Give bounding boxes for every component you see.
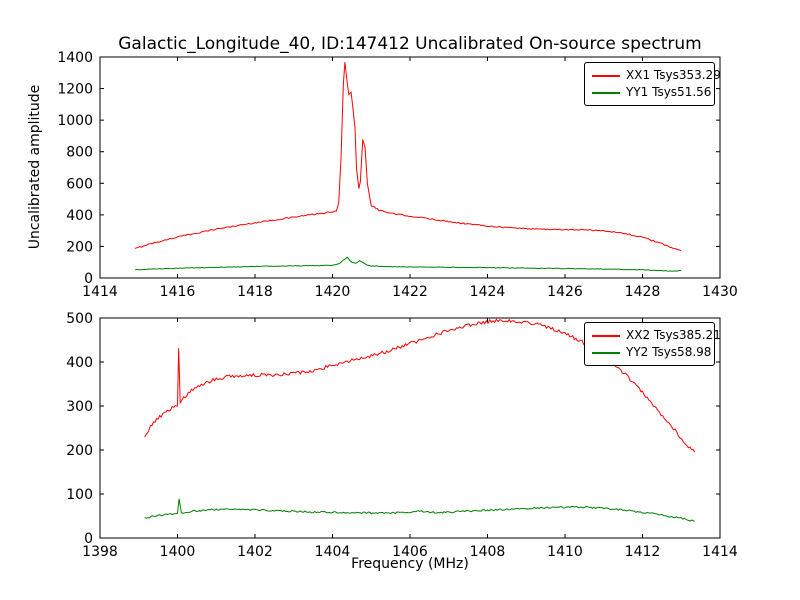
- y-tick-label: 500: [66, 311, 93, 327]
- y-tick-label: 300: [66, 399, 93, 415]
- figure-title: Galactic_Longitude_40, ID:147412 Uncalib…: [118, 34, 702, 54]
- y-tick-label: 600: [66, 176, 93, 192]
- y-tick-label: 100: [66, 487, 93, 503]
- legend-bottom: XX2 Tsys385.21 YY2 Tsys58.98: [584, 322, 721, 366]
- y-tick-label: 1200: [57, 82, 93, 98]
- x-tick-label: 1418: [237, 284, 273, 300]
- y-tick-label: 0: [84, 271, 93, 287]
- x-tick-label: 1424: [470, 284, 506, 300]
- legend-label: XX2 Tsys385.21: [626, 328, 721, 342]
- x-tick-label: 1416: [160, 284, 196, 300]
- legend-line-sample: [592, 351, 620, 354]
- x-tick-label: 1414: [702, 544, 738, 560]
- x-tick-label: 1404: [315, 544, 351, 560]
- legend-label: YY1 Tsys51.56: [626, 85, 712, 99]
- x-axis-label: Frequency (MHz): [351, 556, 469, 572]
- x-tick-label: 1426: [547, 284, 583, 300]
- x-tick-label: 1408: [470, 544, 506, 560]
- x-tick-label: 1414: [82, 284, 118, 300]
- x-tick-label: 1422: [392, 284, 428, 300]
- x-tick-label: 1412: [625, 544, 661, 560]
- series-line: [134, 62, 682, 252]
- x-tick-label: 1420: [315, 284, 351, 300]
- legend-top: XX1 Tsys353.29 YY1 Tsys51.56: [584, 62, 721, 106]
- x-tick-label: 1398: [82, 544, 118, 560]
- x-tick-label: 1406: [392, 544, 428, 560]
- x-tick-label: 1410: [547, 544, 583, 560]
- legend-label: XX1 Tsys353.29: [626, 68, 721, 82]
- x-tick-label: 1400: [160, 544, 196, 560]
- legend-entry: XX2 Tsys385.21: [592, 327, 721, 344]
- legend-line-sample: [592, 334, 620, 337]
- x-tick-label: 1402: [237, 544, 273, 560]
- legend-label: YY2 Tsys58.98: [626, 345, 712, 359]
- x-tick-label: 1428: [625, 284, 661, 300]
- legend-line-sample: [592, 91, 620, 94]
- y-tick-label: 0: [84, 531, 93, 547]
- y-tick-label: 200: [66, 443, 93, 459]
- y-tick-label: 200: [66, 239, 93, 255]
- legend-entry: XX1 Tsys353.29: [592, 67, 721, 84]
- y-tick-label: 400: [66, 355, 93, 371]
- x-tick-label: 1430: [702, 284, 738, 300]
- series-line: [134, 256, 682, 272]
- y-tick-label: 400: [66, 208, 93, 224]
- y-tick-label: 1000: [57, 113, 93, 129]
- legend-entry: YY2 Tsys58.98: [592, 344, 711, 361]
- series-line: [144, 498, 695, 522]
- legend-line-sample: [592, 74, 620, 77]
- y-tick-label: 1400: [57, 50, 93, 66]
- y-tick-label: 800: [66, 145, 93, 161]
- legend-entry: YY1 Tsys51.56: [592, 84, 711, 101]
